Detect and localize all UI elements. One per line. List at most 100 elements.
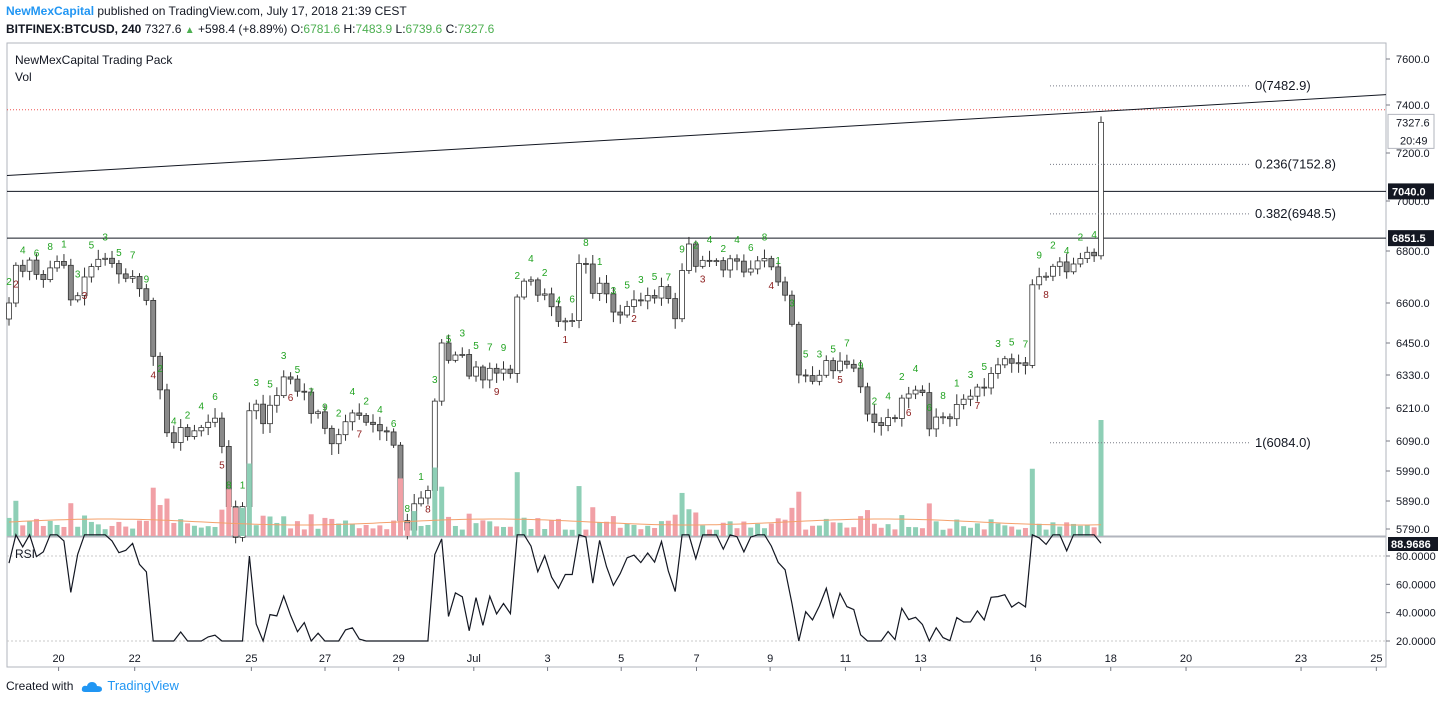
volume-bar	[1057, 526, 1063, 536]
candle-body	[589, 263, 596, 294]
candle-body	[713, 260, 720, 263]
candle-body	[1008, 358, 1015, 364]
td-buy-count: 7	[1023, 339, 1029, 350]
td-buy-count: 3	[281, 351, 287, 362]
td-buy-count: 7	[844, 338, 850, 349]
candle-body	[940, 416, 946, 419]
volume-bar	[212, 526, 218, 536]
volume-bar	[1098, 420, 1104, 536]
td-buy-count: 2	[542, 268, 548, 279]
volume-bar	[645, 525, 651, 536]
td-buy-count: 8	[405, 504, 411, 515]
candle-body	[1015, 362, 1022, 365]
volume-bar	[425, 524, 431, 536]
candle-body	[280, 376, 287, 397]
volume-bar	[885, 524, 891, 536]
volume-bar	[95, 524, 101, 536]
volume-bar	[6, 517, 12, 536]
close-value: 7327.6	[457, 22, 495, 36]
td-buy-count: 4	[734, 235, 740, 246]
price-axis-label: 6210.0	[1396, 403, 1430, 415]
volume-bar	[459, 529, 465, 536]
volume-bar	[899, 515, 905, 536]
candle-body	[802, 374, 809, 377]
td-buy-count: 2	[514, 271, 520, 282]
volume-bar	[521, 517, 527, 536]
candle-body	[122, 273, 129, 279]
volume-bar	[617, 527, 623, 536]
candle-body	[548, 293, 555, 308]
candle-body	[734, 258, 740, 262]
td-buy-count: 6	[34, 248, 40, 259]
td-buy-count: 6	[212, 392, 218, 403]
td-buy-count: 9	[679, 245, 685, 256]
volume-bar	[961, 526, 967, 536]
td-buy-count: 1	[597, 257, 603, 268]
volume-bar	[851, 527, 857, 536]
candle-body	[850, 363, 857, 369]
low-label: L:	[395, 22, 406, 36]
candle-body	[81, 276, 88, 297]
candle-body	[170, 432, 177, 443]
volume-bar	[734, 528, 740, 536]
td-buy-count: 2	[185, 411, 191, 422]
candle-body	[782, 281, 788, 296]
td-buy-count: 4	[707, 235, 713, 246]
td-buy-count: 1	[240, 481, 246, 492]
td-sell-count: 2	[13, 279, 19, 290]
volume-bar	[981, 529, 987, 536]
td-buy-count: 6	[569, 295, 575, 306]
volume-bar	[741, 521, 747, 536]
candle-body	[775, 266, 782, 283]
volume-bar	[576, 486, 582, 536]
candle-body	[74, 295, 81, 301]
volume-bar	[940, 529, 946, 536]
volume-bar	[370, 528, 376, 536]
candle-body	[1091, 251, 1098, 257]
price-badge-label: 7327.6	[1396, 117, 1430, 129]
publisher-name[interactable]: NewMexCapital	[6, 4, 95, 18]
volume-bar	[583, 529, 589, 536]
td-buy-count: 4	[528, 254, 534, 265]
volume-bar	[102, 529, 108, 536]
candle-body	[500, 368, 507, 374]
td-buy-count: 5	[1009, 337, 1015, 348]
td-buy-count: 8	[583, 238, 589, 249]
fibonacci-level-label: 0.382(6948.5)	[1255, 206, 1336, 221]
candle-body	[129, 276, 136, 279]
volume-bar	[919, 528, 925, 536]
candle-body	[720, 260, 727, 271]
td-buy-count: 5	[116, 248, 122, 259]
candle-body	[418, 497, 424, 505]
time-axis-label: Jul	[467, 653, 481, 665]
rsi-value-badge-label: 88.9686	[1391, 539, 1431, 551]
candle-body	[583, 263, 589, 265]
indicator-legend: NewMexCapital Trading Pack	[15, 53, 173, 67]
volume-bar	[713, 529, 719, 536]
candle-body	[253, 403, 260, 412]
price-axis-label: 5990.0	[1396, 466, 1430, 478]
candle-body	[40, 273, 47, 280]
volume-bar	[494, 526, 500, 536]
volume-bar	[1009, 526, 1015, 536]
tradingview-brand-link[interactable]: TradingView	[107, 678, 179, 693]
td-buy-count: 5	[981, 362, 987, 373]
volume-bar	[301, 529, 307, 536]
candle-body	[528, 279, 534, 282]
candle-body	[995, 364, 1001, 374]
price-axis-label: 6600.0	[1396, 298, 1430, 310]
candle-body	[54, 260, 60, 269]
volume-bar	[549, 520, 555, 536]
td-buy-count: 5	[267, 379, 273, 390]
td-buy-count: 9	[144, 274, 150, 285]
volume-bar	[33, 518, 39, 536]
last-price: 7327.6	[144, 22, 182, 36]
volume-bar	[82, 515, 88, 536]
volume-bar	[164, 498, 170, 536]
volume-bar	[109, 525, 115, 536]
candle-body	[370, 421, 376, 425]
volume-bar	[823, 518, 829, 536]
td-buy-count: 1	[775, 256, 781, 267]
rsi-line	[8, 533, 1102, 643]
